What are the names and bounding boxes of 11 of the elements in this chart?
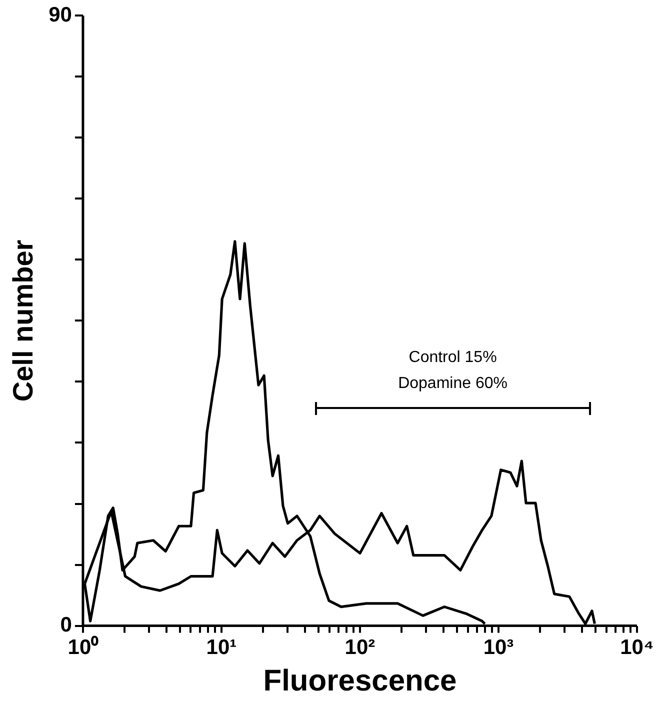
y-tick-label: 90 bbox=[48, 3, 72, 26]
y-tick-label: 0 bbox=[60, 614, 72, 637]
x-tick-label: 10² bbox=[344, 636, 376, 660]
x-tick-label: 10⁰ bbox=[68, 635, 100, 660]
x-tick-label: 10⁴ bbox=[620, 636, 654, 660]
x-tick-label: 10³ bbox=[483, 636, 514, 660]
annotation: Dopamine 60% bbox=[398, 374, 508, 392]
annotation: Control 15% bbox=[408, 348, 497, 366]
x-tick-label: 10¹ bbox=[206, 636, 237, 660]
x-axis-title: Fluorescence bbox=[263, 664, 457, 698]
y-axis-title: Cell number bbox=[8, 240, 39, 402]
